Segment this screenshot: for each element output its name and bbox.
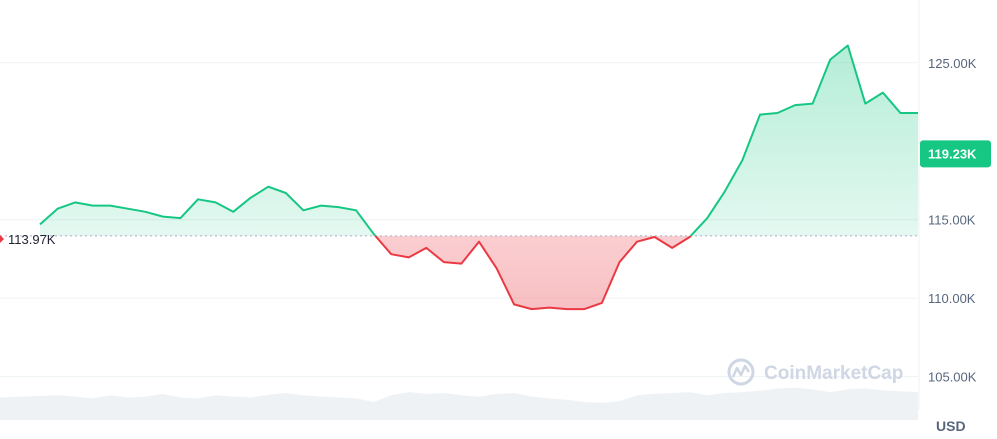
current-price-badge: 119.23K <box>920 140 991 168</box>
reference-marker-icon <box>0 235 4 243</box>
area-above-reference <box>40 45 918 236</box>
current-price-label: 119.23K <box>928 146 977 161</box>
y-axis: 105.00K 110.00K 115.00K 125.00K <box>928 56 977 385</box>
currency-label: USD <box>936 418 966 434</box>
reference-price-label: 113.97K <box>8 232 56 247</box>
volume-area <box>0 387 918 420</box>
reference-marker: 113.97K <box>0 232 56 247</box>
y-tick-label: 105.00K <box>928 370 977 385</box>
y-tick-label: 115.00K <box>928 213 976 228</box>
price-line-above <box>39 44 918 236</box>
coinmarketcap-logo-icon <box>727 358 755 386</box>
price-line-below <box>374 235 693 311</box>
price-area <box>40 45 918 310</box>
watermark-text: CoinMarketCap <box>764 363 903 384</box>
volume-bars <box>0 387 918 420</box>
y-tick-label: 110.00K <box>928 291 976 306</box>
y-tick-label: 125.00K <box>928 56 977 71</box>
watermark: CoinMarketCap <box>727 358 903 386</box>
price-lines <box>39 44 918 311</box>
